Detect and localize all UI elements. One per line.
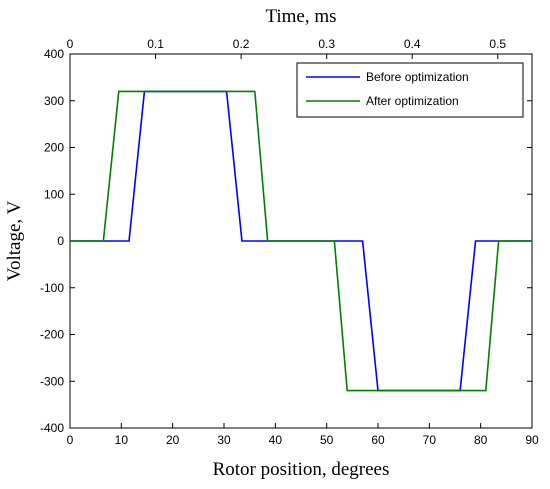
x2-axis-label: Time, ms bbox=[265, 6, 336, 27]
y-tick-label: -200 bbox=[40, 328, 64, 342]
y-tick-label: 200 bbox=[44, 141, 64, 155]
y-tick-label: -300 bbox=[40, 374, 64, 388]
y-tick-label: -400 bbox=[40, 421, 64, 435]
y-tick-label: 100 bbox=[44, 187, 64, 201]
x-tick-label: 80 bbox=[474, 433, 488, 447]
x2-tick-label: 0 bbox=[67, 37, 74, 51]
x2-tick-label: 0.3 bbox=[318, 37, 335, 51]
x-tick-label: 30 bbox=[217, 433, 231, 447]
x-tick-label: 50 bbox=[320, 433, 334, 447]
x2-tick-label: 0.2 bbox=[233, 37, 250, 51]
x2-tick-label: 0.1 bbox=[147, 37, 164, 51]
x-tick-label: 90 bbox=[525, 433, 539, 447]
x-tick-label: 20 bbox=[166, 433, 180, 447]
x2-tick-label: 0.4 bbox=[404, 37, 421, 51]
x-axis-label: Rotor position, degrees bbox=[213, 459, 390, 480]
x-tick-label: 0 bbox=[67, 433, 74, 447]
legend-label-1: Before optimization bbox=[366, 70, 469, 84]
x-tick-label: 40 bbox=[269, 433, 283, 447]
y-tick-label: 0 bbox=[57, 234, 64, 248]
x-tick-label: 10 bbox=[115, 433, 129, 447]
y-tick-label: 400 bbox=[44, 47, 64, 61]
x2-tick-label: 0.5 bbox=[489, 37, 506, 51]
x-tick-label: 60 bbox=[371, 433, 385, 447]
legend: Before optimization After optimization bbox=[296, 62, 524, 118]
legend-box bbox=[296, 62, 524, 118]
series-line-2 bbox=[70, 90, 532, 392]
y-tick-label: -100 bbox=[40, 281, 64, 295]
x-tick-label: 70 bbox=[423, 433, 437, 447]
y-axis-label: Voltage, V bbox=[4, 200, 25, 281]
y-tick-label: 300 bbox=[44, 94, 64, 108]
legend-label-2: After optimization bbox=[366, 94, 459, 108]
